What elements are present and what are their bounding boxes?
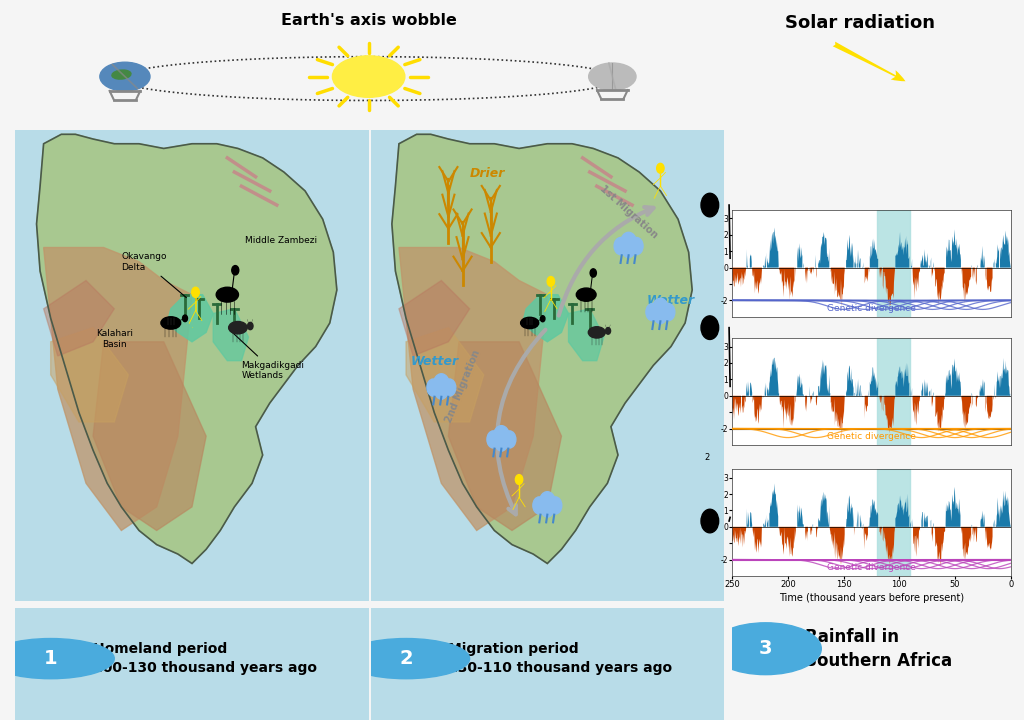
Polygon shape — [44, 248, 193, 531]
Polygon shape — [93, 342, 206, 531]
Ellipse shape — [577, 288, 596, 301]
Circle shape — [0, 639, 115, 679]
Circle shape — [494, 426, 509, 447]
Text: Earth's axis wobble: Earth's axis wobble — [281, 13, 457, 28]
Text: Rainfall in
Southern Africa: Rainfall in Southern Africa — [805, 628, 951, 670]
Polygon shape — [406, 328, 483, 422]
Text: Homeland period
200-130 thousand years ago: Homeland period 200-130 thousand years a… — [93, 642, 317, 675]
Circle shape — [656, 163, 665, 174]
Circle shape — [532, 497, 546, 514]
Circle shape — [605, 328, 610, 334]
FancyBboxPatch shape — [15, 608, 369, 720]
Bar — [877, 210, 910, 317]
Circle shape — [662, 304, 675, 320]
Text: 2nd Migration: 2nd Migration — [443, 348, 481, 424]
Polygon shape — [37, 135, 337, 564]
Circle shape — [433, 374, 450, 395]
Circle shape — [646, 304, 658, 320]
Bar — [877, 338, 910, 445]
Circle shape — [710, 623, 821, 675]
Text: 2: 2 — [705, 453, 710, 462]
Text: 2: 2 — [399, 649, 413, 668]
Circle shape — [333, 56, 404, 97]
Circle shape — [614, 238, 627, 255]
Polygon shape — [167, 294, 213, 342]
Ellipse shape — [216, 287, 239, 302]
Text: 3: 3 — [759, 639, 772, 658]
Ellipse shape — [520, 318, 539, 328]
Circle shape — [630, 238, 643, 255]
Polygon shape — [522, 294, 568, 342]
Text: Okavango
Delta: Okavango Delta — [121, 252, 186, 297]
Circle shape — [547, 276, 555, 287]
Circle shape — [503, 431, 516, 448]
Polygon shape — [399, 248, 547, 531]
Circle shape — [701, 316, 719, 339]
Circle shape — [701, 509, 719, 533]
Circle shape — [427, 379, 439, 396]
Circle shape — [487, 431, 500, 448]
Text: Wetter: Wetter — [411, 356, 459, 369]
Circle shape — [100, 62, 150, 91]
Text: 1st Migration: 1st Migration — [598, 184, 659, 240]
X-axis label: Time (thousand years before present): Time (thousand years before present) — [779, 593, 964, 603]
Text: Genetic divergence: Genetic divergence — [827, 563, 915, 572]
Text: Middle Zambezi: Middle Zambezi — [245, 235, 317, 245]
Circle shape — [590, 269, 596, 277]
Circle shape — [248, 323, 253, 330]
Circle shape — [515, 474, 523, 485]
Circle shape — [435, 382, 447, 399]
Text: Solar radiation: Solar radiation — [785, 14, 935, 32]
Text: Makgadikgadi
Wetlands: Makgadikgadi Wetlands — [229, 330, 304, 380]
Circle shape — [623, 240, 635, 258]
Circle shape — [342, 639, 470, 679]
Text: Wetter: Wetter — [647, 294, 695, 307]
Polygon shape — [568, 309, 604, 361]
Ellipse shape — [112, 70, 131, 79]
Circle shape — [540, 492, 555, 513]
Circle shape — [621, 233, 637, 253]
Circle shape — [541, 315, 545, 322]
Polygon shape — [449, 342, 561, 531]
Text: ♔: ♔ — [191, 327, 193, 328]
Text: Genetic divergence: Genetic divergence — [827, 432, 915, 441]
Text: Kalahari
Basin: Kalahari Basin — [96, 329, 133, 348]
Circle shape — [231, 266, 239, 275]
Polygon shape — [50, 328, 128, 422]
Ellipse shape — [161, 317, 180, 329]
Polygon shape — [213, 309, 249, 361]
Polygon shape — [392, 135, 692, 564]
Text: Drier: Drier — [470, 167, 505, 180]
FancyBboxPatch shape — [371, 130, 724, 601]
Text: 1: 1 — [44, 649, 57, 668]
Circle shape — [191, 287, 200, 297]
Text: Genetic divergence: Genetic divergence — [827, 304, 915, 312]
FancyBboxPatch shape — [15, 130, 369, 601]
Circle shape — [443, 379, 456, 396]
FancyArrowPatch shape — [833, 42, 905, 81]
Circle shape — [495, 434, 508, 451]
Circle shape — [654, 307, 667, 324]
Circle shape — [589, 63, 636, 90]
Text: Migration period
130-110 thousand years ago: Migration period 130-110 thousand years … — [449, 642, 673, 675]
Circle shape — [701, 193, 719, 217]
FancyBboxPatch shape — [371, 608, 724, 720]
Ellipse shape — [589, 327, 605, 338]
Circle shape — [652, 298, 669, 320]
Polygon shape — [44, 281, 115, 356]
Polygon shape — [399, 281, 470, 356]
Circle shape — [182, 315, 187, 322]
Bar — [877, 469, 910, 576]
Circle shape — [549, 497, 562, 514]
Circle shape — [541, 500, 554, 517]
Ellipse shape — [228, 322, 247, 334]
